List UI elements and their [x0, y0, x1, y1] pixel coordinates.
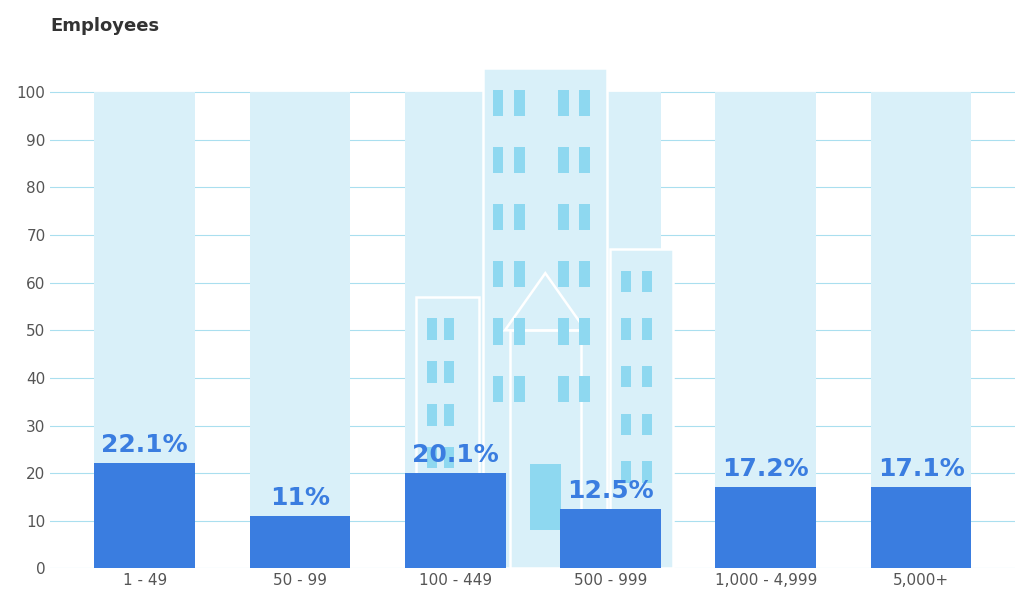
Bar	[642, 414, 651, 435]
Bar	[557, 90, 569, 116]
Bar	[642, 366, 651, 387]
Bar	[611, 249, 673, 569]
Bar	[514, 90, 525, 116]
Text: 17.2%: 17.2%	[722, 457, 809, 481]
Bar	[492, 90, 504, 116]
Bar	[514, 318, 525, 345]
Bar	[426, 490, 437, 511]
Bar	[492, 147, 504, 173]
Text: 20.1%: 20.1%	[412, 443, 498, 467]
Bar	[514, 204, 525, 231]
Bar	[492, 204, 504, 231]
Bar	[514, 376, 525, 402]
Bar	[405, 473, 506, 569]
Bar	[715, 92, 816, 569]
Bar	[492, 376, 504, 402]
Bar	[529, 463, 561, 531]
Bar	[250, 516, 351, 569]
Bar	[445, 447, 454, 468]
Bar	[405, 92, 506, 569]
Bar	[620, 318, 631, 340]
Bar	[642, 271, 651, 292]
Text: 22.1%: 22.1%	[101, 434, 188, 457]
Bar	[483, 68, 608, 569]
Polygon shape	[505, 273, 585, 330]
Bar	[426, 404, 437, 425]
Text: Employees: Employees	[51, 17, 160, 34]
Bar	[426, 318, 437, 340]
Bar	[250, 92, 351, 569]
Bar	[871, 92, 971, 569]
Bar	[445, 361, 454, 383]
Bar	[94, 92, 195, 569]
Bar	[557, 376, 569, 402]
Bar	[579, 147, 590, 173]
Bar	[560, 509, 660, 569]
Bar	[579, 204, 590, 231]
Bar	[620, 366, 631, 387]
Bar	[557, 318, 569, 345]
Bar	[557, 261, 569, 287]
Bar	[620, 461, 631, 483]
Bar	[579, 318, 590, 345]
Bar	[445, 318, 454, 340]
Bar	[579, 261, 590, 287]
Text: 12.5%: 12.5%	[568, 479, 654, 503]
Bar	[426, 361, 437, 383]
Text: 11%: 11%	[270, 486, 330, 511]
Bar	[492, 318, 504, 345]
Bar	[445, 404, 454, 425]
Bar	[579, 90, 590, 116]
Bar	[871, 487, 971, 569]
Bar	[620, 414, 631, 435]
Bar	[492, 261, 504, 287]
Text: 17.1%: 17.1%	[877, 457, 964, 482]
Bar	[620, 271, 631, 292]
Bar	[94, 463, 195, 569]
Bar	[642, 461, 651, 483]
Bar	[426, 447, 437, 468]
Bar	[417, 297, 479, 569]
Bar	[642, 318, 651, 340]
Bar	[557, 204, 569, 231]
Bar	[510, 330, 581, 569]
Bar	[445, 490, 454, 511]
Bar	[560, 92, 660, 569]
Bar	[579, 376, 590, 402]
Bar	[715, 486, 816, 569]
Bar	[557, 147, 569, 173]
Bar	[514, 147, 525, 173]
Bar	[514, 261, 525, 287]
